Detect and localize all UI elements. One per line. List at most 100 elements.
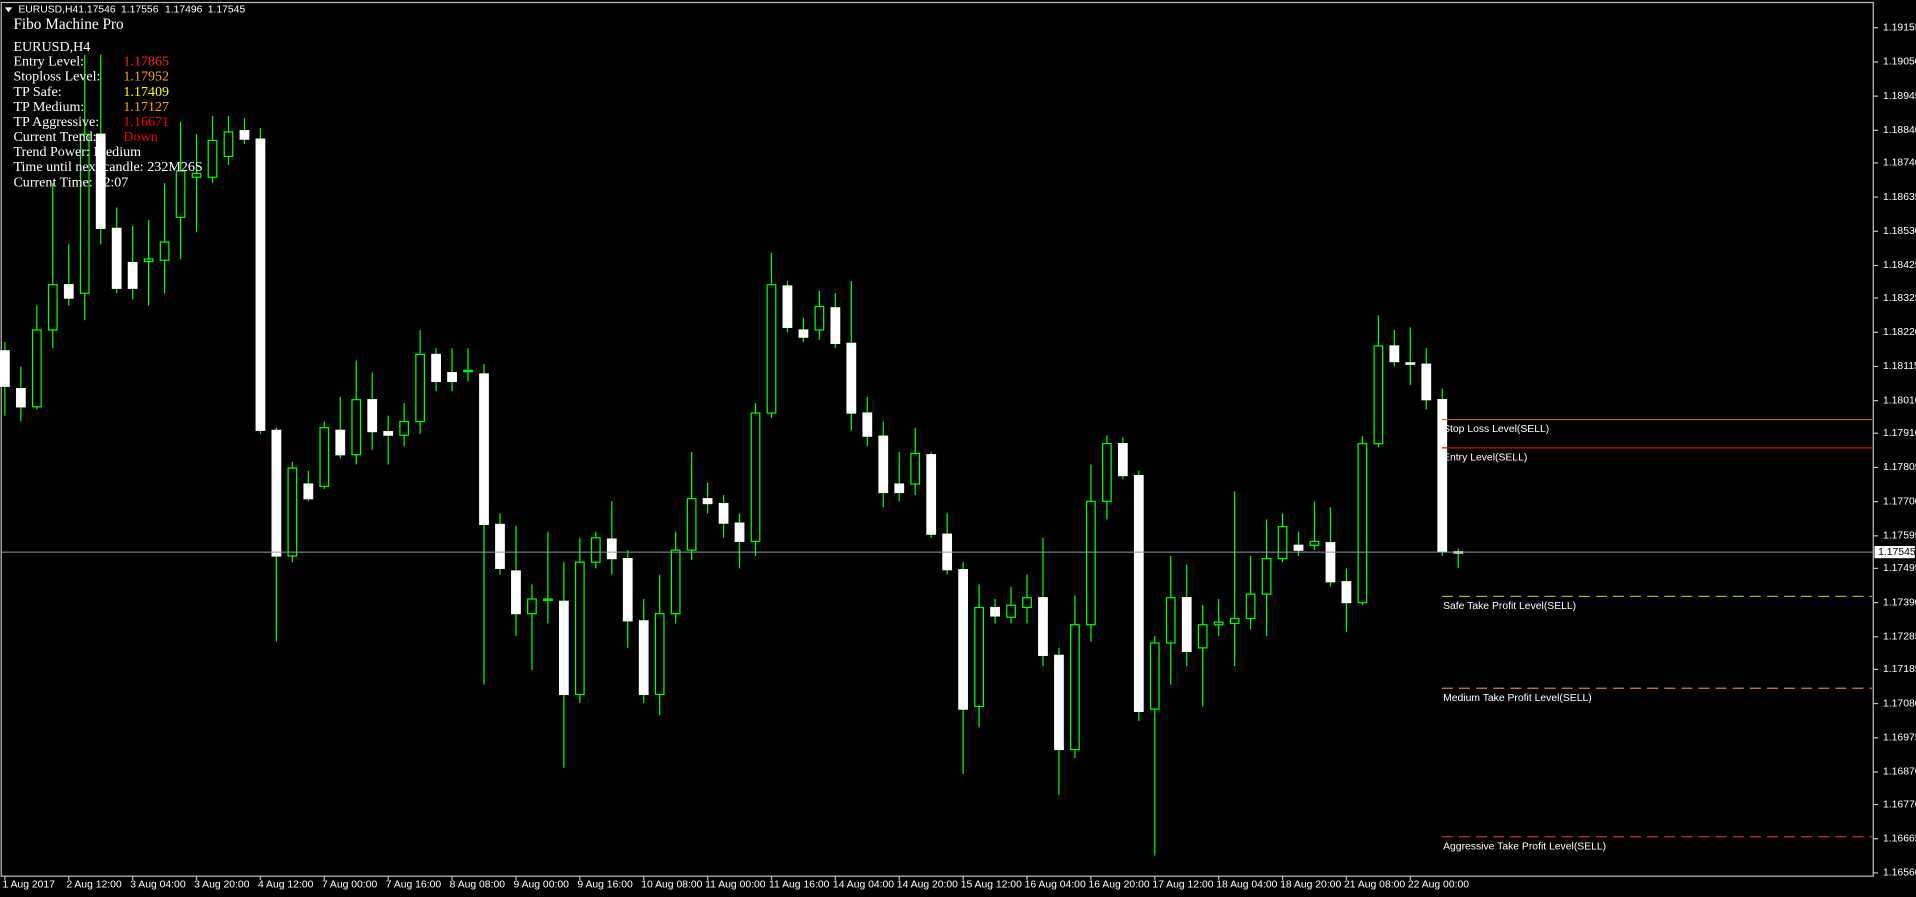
candle-body [718, 502, 729, 524]
x-tick-label: 9 Aug 16:00 [577, 879, 633, 890]
x-tick-label: 8 Aug 08:00 [450, 879, 506, 890]
candle-body [143, 258, 154, 263]
candle-body [862, 412, 873, 437]
candle-body [1405, 362, 1416, 365]
y-tick-label: 1.16870 [1883, 767, 1916, 778]
panel-label: TP Safe: [13, 84, 61, 100]
candle-body [1389, 345, 1400, 363]
candle-body [63, 284, 74, 299]
y-tick-label: 1.16560 [1883, 868, 1916, 879]
candle-body [1437, 399, 1448, 553]
candle-body [654, 613, 665, 696]
x-tick-label: 11 Aug 00:00 [705, 879, 766, 890]
candle-body [750, 412, 761, 542]
level-label: Entry Level(SELL) [1443, 452, 1527, 463]
y-tick-label: 1.18635 [1883, 192, 1916, 203]
candle-body [1197, 624, 1208, 649]
menu-arrow[interactable] [4, 7, 13, 13]
y-tick-label: 1.17495 [1883, 563, 1916, 574]
candle-body [287, 467, 298, 557]
candle-body [223, 131, 234, 157]
candle-body [990, 606, 1000, 617]
current-price-label: 1.17545 [1878, 547, 1916, 558]
x-tick-label: 2 Aug 12:00 [66, 879, 122, 890]
y-tick-label: 1.18740 [1883, 158, 1916, 169]
y-tick-label: 1.17910 [1883, 428, 1916, 439]
candle-body [1117, 443, 1128, 477]
level-label: Aggressive Take Profit Level(SELL) [1443, 841, 1606, 852]
candle-body [95, 133, 106, 229]
candle-body [1022, 597, 1032, 609]
x-tick-label: 21 Aug 08:00 [1344, 879, 1405, 890]
candle-body [878, 435, 889, 494]
candle-body [367, 399, 378, 433]
candle-body [1325, 542, 1336, 583]
info-panel: Fibo Machine Pro EURUSD,H4 Entry Level: 1… [13, 16, 202, 190]
x-tick-label: 4 Aug 12:00 [258, 879, 314, 890]
candle-body [1309, 540, 1320, 546]
candle-body [383, 430, 394, 436]
candle-body [1101, 443, 1112, 502]
x-tick-label: 18 Aug 20:00 [1280, 879, 1341, 890]
candle-body [495, 523, 505, 570]
candle-body [830, 307, 841, 344]
candle-body [1277, 526, 1288, 560]
candle-body [798, 329, 809, 338]
candle-body [351, 399, 362, 456]
header: EURUSD,H4 1.17546 1.17556 1.17496 1.1754… [4, 5, 245, 16]
y-tick-label: 1.18325 [1883, 293, 1916, 304]
candle-body [1213, 621, 1224, 626]
x-tick-label: 22 Aug 00:00 [1408, 879, 1469, 890]
candle-body [670, 549, 681, 615]
panel-value: 1.17127 [123, 99, 169, 115]
candle-body [159, 241, 170, 261]
panel-value: Down [123, 129, 157, 145]
candle-body [447, 372, 457, 383]
panel-label: TP Aggressive: [13, 114, 99, 130]
candle-body [734, 522, 745, 542]
candle-body [814, 305, 825, 331]
panel-value: 1.17409 [123, 84, 169, 100]
candle-body [1006, 604, 1016, 618]
y-tick-label: 1.16770 [1883, 799, 1916, 810]
panel-symbol: EURUSD,H4 [13, 39, 90, 55]
candle-body [0, 350, 10, 387]
candle-body [255, 138, 266, 431]
x-tick-label: 3 Aug 20:00 [194, 879, 250, 890]
candle-body [303, 483, 314, 500]
x-tick-label: 7 Aug 00:00 [322, 879, 378, 890]
candle-body [926, 454, 937, 535]
candle-body [958, 569, 969, 710]
y-tick-label: 1.19155 [1883, 22, 1916, 33]
x-tick-label: 15 Aug 12:00 [961, 879, 1022, 890]
chart-frame [0, 1, 1874, 877]
candle-body [335, 429, 346, 456]
panel-value: 12:07 [96, 174, 128, 190]
y-tick-label: 1.18220 [1883, 327, 1916, 338]
x-tick-label: 11 Aug 16:00 [769, 879, 830, 890]
candle-body [590, 537, 601, 563]
candle-body [431, 353, 441, 383]
levels: Entry Level(SELL) Stop Loss Level(SELL) Sa… [1, 418, 1874, 852]
candle-body [527, 598, 537, 615]
candle-body [766, 284, 777, 414]
candle-body [846, 342, 857, 414]
current-price-box [1874, 545, 1915, 559]
y-tick-label: 1.19050 [1883, 57, 1916, 68]
level-label: Medium Take Profit Level(SELL) [1443, 693, 1592, 704]
candle-body [15, 387, 26, 408]
candle-body [1086, 500, 1096, 626]
candle-body [1421, 363, 1432, 401]
y-tick-label: 1.18840 [1883, 125, 1916, 136]
y-tick-label: 1.17805 [1883, 462, 1916, 473]
x-tick-label: 3 Aug 04:00 [130, 879, 186, 890]
candle-body [1038, 597, 1048, 656]
candle-body [910, 452, 921, 485]
candle-body [239, 130, 250, 140]
panel-title: Fibo Machine Pro [13, 16, 124, 33]
y-tick-label: 1.17700 [1883, 496, 1916, 507]
panel-value: 1.16671 [123, 114, 169, 130]
candle-body [207, 139, 218, 178]
y-tick-label: 1.17285 [1883, 632, 1916, 643]
